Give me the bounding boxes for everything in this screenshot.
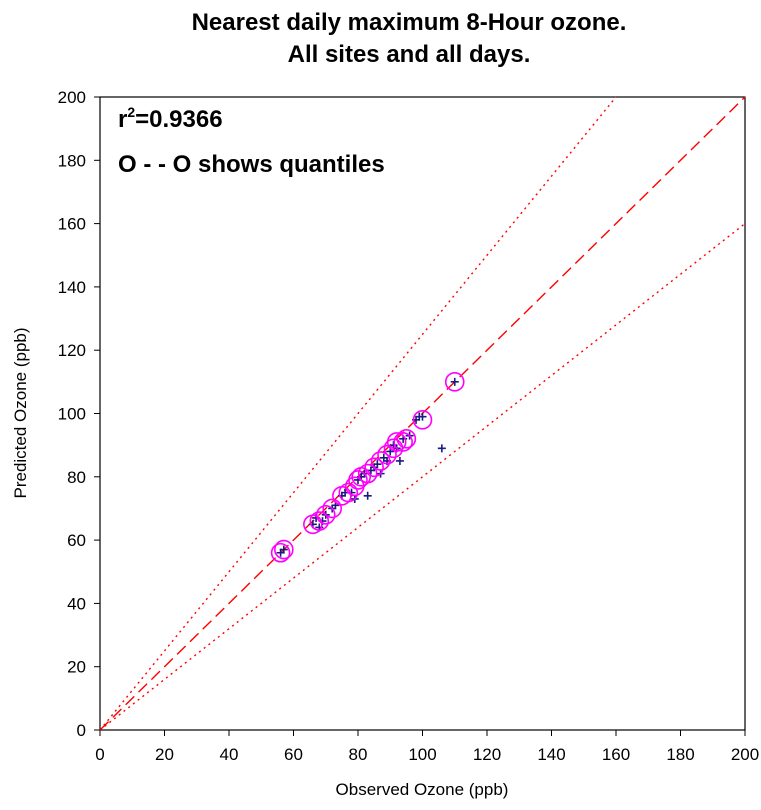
- data-point: [418, 412, 427, 421]
- quantiles-note: O - - O shows quantiles: [118, 151, 385, 178]
- quantile-point: [309, 511, 330, 531]
- data-point: [373, 460, 382, 469]
- x-tick-label: 60: [284, 745, 303, 764]
- data-point: [437, 444, 446, 453]
- quantile-point: [338, 482, 359, 503]
- y-tick-label: 60: [67, 531, 86, 550]
- chart-title-line-1: Nearest daily maximum 8-Hour ozone.: [192, 9, 627, 36]
- quantile-point: [444, 372, 465, 392]
- quantile-point: [270, 542, 291, 563]
- r-squared-superscript: 2: [127, 104, 135, 120]
- y-tick-label: 20: [67, 658, 86, 677]
- quantile-point: [370, 451, 391, 471]
- quantile-point: [322, 498, 343, 519]
- x-tick-label: 80: [349, 745, 368, 764]
- quantile-point: [348, 470, 368, 490]
- quantile-point: [364, 457, 384, 478]
- quantile-point: [274, 539, 294, 560]
- x-tick-label: 40: [220, 745, 239, 764]
- quantile-point: [386, 432, 407, 452]
- x-tick-label: 180: [666, 745, 694, 764]
- y-axis: 0 20 40 60 80 100 120 140 160 180 200: [58, 88, 100, 740]
- y-tick-label: 80: [67, 468, 86, 487]
- y-tick-label: 0: [77, 721, 86, 740]
- x-tick-label: 20: [155, 745, 174, 764]
- y-tick-label: 120: [58, 341, 86, 360]
- y-tick-label: 40: [67, 594, 86, 613]
- data-point: [279, 545, 288, 554]
- r-squared-prefix: r: [118, 106, 127, 133]
- x-tick-label: 0: [95, 745, 104, 764]
- data-point: [450, 377, 459, 386]
- x-tick-label: 120: [473, 745, 501, 764]
- quantile-point: [393, 432, 413, 452]
- y-tick-label: 160: [58, 215, 86, 234]
- y-tick-label: 100: [58, 405, 86, 424]
- quantile-point: [315, 504, 336, 525]
- x-tick-label: 160: [602, 745, 630, 764]
- quantile-point: [412, 410, 433, 430]
- r-squared-value: =0.9366: [135, 106, 222, 133]
- x-tick-label: 100: [408, 745, 436, 764]
- reference-line-2: [99, 96, 617, 731]
- x-axis-label: Observed Ozone (ppb): [336, 780, 509, 799]
- data-point: [363, 491, 372, 500]
- y-axis-label: Predicted Ozone (ppb): [11, 327, 30, 498]
- quantile-circles: [270, 372, 465, 563]
- chart-title-line-2: All sites and all days.: [288, 41, 531, 68]
- quantile-point: [357, 463, 378, 484]
- y-tick-label: 140: [58, 278, 86, 297]
- quantile-point: [377, 444, 397, 465]
- quantile-point: [396, 429, 417, 449]
- y-tick-label: 180: [58, 151, 86, 170]
- y-tick-label: 200: [58, 88, 86, 107]
- chart-title: Nearest daily maximum 8-Hour ozone. All …: [192, 9, 627, 68]
- x-tick-label: 200: [731, 745, 759, 764]
- x-tick-label: 140: [537, 745, 565, 764]
- r-squared-annotation: r2=0.9366: [118, 104, 223, 133]
- data-point: [395, 456, 404, 465]
- x-axis: 0 20 40 60 80 100 120 140 160 180 200: [95, 730, 759, 764]
